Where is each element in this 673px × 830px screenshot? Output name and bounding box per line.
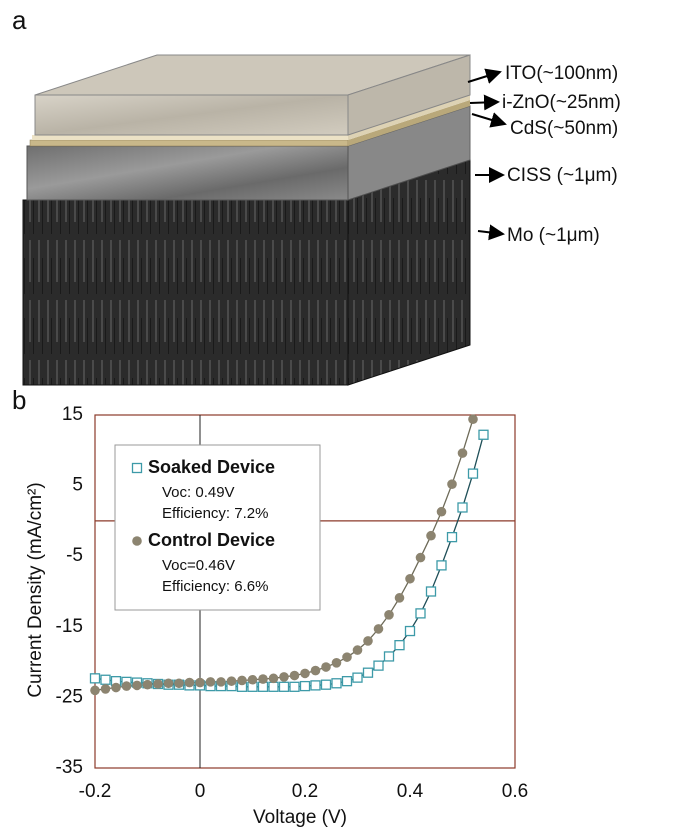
data-point (195, 678, 205, 688)
data-point (122, 681, 132, 691)
data-point (447, 479, 457, 489)
arrow (468, 72, 500, 82)
data-point (395, 593, 405, 603)
data-point (469, 469, 478, 478)
data-point (132, 681, 142, 691)
arrow (472, 114, 505, 124)
data-point (321, 662, 331, 672)
data-point (427, 587, 436, 596)
zno-front (32, 135, 348, 140)
data-point (395, 641, 404, 650)
data-point (164, 678, 174, 688)
data-point (227, 676, 237, 686)
data-point (174, 678, 184, 688)
y-axis-label: Current Density (mA/cm²) (25, 482, 46, 697)
cds-front (30, 140, 348, 146)
data-point (237, 676, 247, 686)
data-point (332, 658, 342, 668)
data-point (280, 682, 289, 691)
data-point (185, 678, 195, 688)
data-point (101, 684, 111, 694)
data-point (374, 661, 383, 670)
data-point (353, 673, 362, 682)
data-point (279, 672, 289, 682)
data-point (269, 674, 279, 684)
data-point (91, 674, 100, 683)
data-point (353, 645, 363, 655)
legend-label: Soaked Device (148, 457, 275, 477)
data-point (342, 652, 352, 662)
layer-label: ITO(~100nm) (505, 63, 618, 84)
data-point (405, 574, 415, 584)
legend-note: Efficiency: 6.6% (162, 578, 268, 595)
data-point (90, 686, 100, 696)
data-point (343, 677, 352, 686)
ciss-front (27, 146, 348, 200)
data-point (143, 680, 153, 690)
layer-stack: ITO(~100nm) i-ZnO(~25nm) CdS(~50nm) CISS… (23, 55, 621, 385)
data-point (416, 609, 425, 618)
arrow (478, 231, 503, 234)
data-point (311, 666, 321, 676)
y-tick-label: -35 (56, 757, 83, 778)
arrow (470, 102, 498, 103)
data-point (385, 652, 394, 661)
data-point (437, 561, 446, 570)
data-point (269, 682, 278, 691)
legend-label: Control Device (148, 530, 275, 550)
panel-label: a (12, 5, 27, 35)
data-point (416, 553, 426, 563)
data-point (468, 414, 478, 424)
data-point (206, 677, 216, 687)
panel-label: b (12, 385, 26, 415)
figure: a ITO(~100nm) i-ZnO(~25nm) CdS(~50nm) CI… (0, 0, 673, 830)
x-tick-label: 0.4 (397, 781, 424, 802)
data-point (290, 671, 300, 681)
data-point (458, 448, 468, 458)
x-tick-label: 0.6 (502, 781, 528, 802)
layer-label: CdS(~50nm) (510, 118, 618, 139)
data-point (300, 669, 310, 679)
data-point (374, 624, 384, 634)
legend-marker (133, 464, 142, 473)
layer-label: i-ZnO(~25nm) (502, 92, 621, 113)
data-point (258, 674, 268, 684)
data-point (426, 531, 436, 541)
data-point (290, 682, 299, 691)
legend-note: Efficiency: 7.2% (162, 505, 268, 522)
data-point (153, 679, 163, 689)
data-point (216, 677, 226, 687)
data-point (406, 627, 415, 636)
y-tick-label: 5 (72, 475, 83, 496)
layer-label: Mo (~1μm) (507, 225, 600, 246)
y-tick-label: -15 (56, 616, 83, 637)
y-tick-label: -5 (66, 545, 83, 566)
x-axis-label: Voltage (V) (253, 807, 347, 828)
data-point (101, 675, 110, 684)
data-point (448, 533, 457, 542)
data-point (479, 430, 488, 439)
data-point (301, 682, 310, 691)
data-point (111, 683, 121, 693)
data-point (458, 503, 467, 512)
data-point (437, 507, 447, 517)
layer-label: CISS (~1μm) (507, 165, 618, 186)
x-tick-label: 0.2 (292, 781, 318, 802)
y-tick-label: 15 (62, 404, 83, 425)
data-point (311, 681, 320, 690)
y-tick-label: -25 (56, 686, 83, 707)
data-point (332, 679, 341, 688)
x-tick-label: -0.2 (79, 781, 112, 802)
ito-front (35, 95, 348, 135)
legend-marker (132, 536, 142, 546)
legend-note: Voc: 0.49V (162, 484, 235, 501)
data-point (384, 610, 394, 620)
x-tick-label: 0 (195, 781, 206, 802)
data-point (364, 668, 373, 677)
data-point (322, 680, 331, 689)
legend-note: Voc=0.46V (162, 557, 235, 574)
mo-front (23, 200, 348, 385)
data-point (363, 636, 373, 646)
data-point (248, 675, 258, 685)
